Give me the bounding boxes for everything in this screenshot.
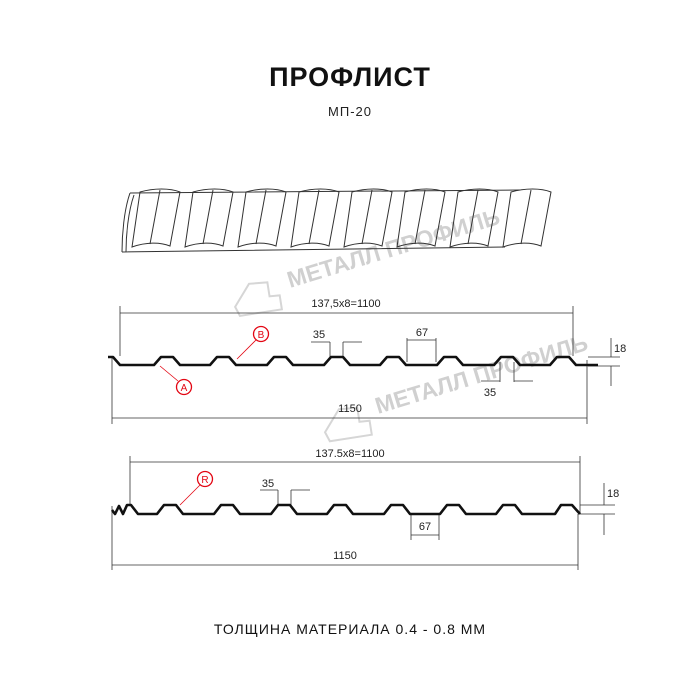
width-dimension: 1150 [338, 403, 362, 415]
pitch-dimension: 137,5x8=1100 [311, 298, 380, 310]
sheet-rib-line [308, 189, 320, 245]
gap-dimension: 67 [416, 327, 428, 339]
sheet-rib-line [202, 189, 214, 245]
profile-top-shape [108, 355, 598, 367]
material-thickness-note: ТОЛЩИНА МАТЕРИАЛА 0.4 - 0.8 ММ [213, 621, 487, 637]
profile-bottom-labels: 137.5x8=1100 1150 35 67 18 R [179, 448, 619, 562]
marker-b-label: B [258, 330, 265, 341]
sheet-3d-illustration [121, 188, 552, 253]
top-width-dimension: 35 [313, 329, 325, 341]
bottom-width-dimension: 35 [484, 387, 496, 399]
model-subtitle: МП-20 [328, 104, 372, 119]
width-dimension: 1150 [333, 550, 357, 562]
sheet-rib-line [414, 189, 426, 245]
profile-bottom-shape [110, 503, 581, 516]
sheet-rib-line [520, 189, 532, 245]
marker-r-label: R [201, 475, 208, 486]
height-dimension: 18 [607, 488, 619, 500]
watermark-text: МЕТАЛЛ ПРОФИЛЬ [372, 329, 591, 418]
sheet-rib-line [255, 189, 267, 245]
marker-b [252, 325, 270, 343]
sheet-rib [396, 188, 446, 248]
sheet-rib-line [467, 189, 479, 245]
profile-bottom-dimensions [111, 456, 615, 570]
marker-r [196, 470, 214, 488]
watermark-2: МЕТАЛЛ ПРОФИЛЬ [323, 329, 591, 443]
marker-a [175, 378, 193, 396]
sheet-rib-line [149, 189, 161, 245]
sheet-rib [184, 188, 234, 248]
sheet-rib [343, 188, 393, 248]
sheet-rib [290, 188, 340, 248]
page-title: ПРОФЛИСТ [269, 62, 431, 92]
sheet-rib-line [361, 189, 373, 245]
sheet-rib [449, 188, 499, 248]
marker-a-label: A [181, 383, 188, 394]
gap-dimension: 67 [419, 521, 431, 533]
sheet-end [121, 192, 135, 253]
sheet-edge [121, 189, 521, 253]
sheet-rib [131, 188, 181, 248]
profile-top-labels: 137,5x8=1100 1150 35 67 35 18 A B [159, 298, 626, 415]
height-dimension: 18 [614, 343, 626, 355]
pitch-dimension: 137.5x8=1100 [315, 448, 384, 460]
top-width-dimension: 35 [262, 478, 274, 490]
sheet-rib [502, 188, 552, 248]
sheet-rib [237, 188, 287, 248]
